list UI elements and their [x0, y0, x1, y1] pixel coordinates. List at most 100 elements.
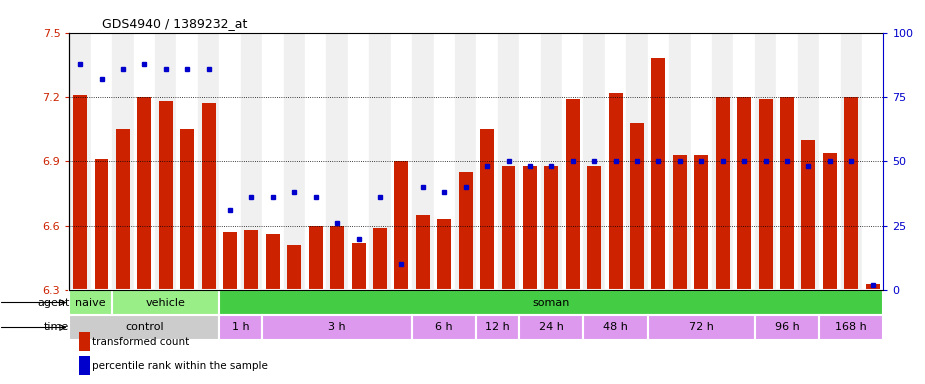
- Bar: [862, 33, 883, 290]
- Bar: [801, 140, 815, 290]
- Text: 48 h: 48 h: [603, 323, 628, 333]
- Bar: [416, 215, 430, 290]
- Text: vehicle: vehicle: [146, 298, 186, 308]
- Bar: [587, 166, 601, 290]
- Bar: [69, 290, 112, 315]
- Bar: [823, 153, 837, 290]
- Bar: [605, 33, 626, 290]
- Text: 96 h: 96 h: [774, 323, 799, 333]
- Bar: [73, 95, 87, 290]
- Bar: [352, 243, 365, 290]
- Bar: [476, 33, 498, 290]
- Text: GDS4940 / 1389232_at: GDS4940 / 1389232_at: [102, 17, 247, 30]
- Bar: [177, 33, 198, 290]
- Bar: [648, 315, 755, 340]
- Bar: [609, 93, 623, 290]
- Bar: [373, 228, 387, 290]
- Bar: [288, 245, 302, 290]
- Bar: [480, 129, 494, 290]
- Bar: [737, 97, 751, 290]
- Bar: [776, 33, 797, 290]
- Bar: [133, 33, 155, 290]
- Bar: [413, 315, 476, 340]
- Bar: [630, 123, 644, 290]
- Bar: [755, 315, 820, 340]
- Bar: [240, 33, 262, 290]
- Bar: [138, 97, 152, 290]
- Bar: [202, 103, 216, 290]
- Bar: [523, 166, 536, 290]
- Bar: [651, 58, 665, 290]
- Bar: [566, 99, 580, 290]
- Bar: [69, 315, 219, 340]
- Bar: [691, 33, 712, 290]
- Text: 24 h: 24 h: [539, 323, 563, 333]
- Bar: [94, 159, 108, 290]
- Bar: [716, 97, 730, 290]
- Bar: [394, 161, 408, 290]
- Bar: [219, 290, 883, 315]
- Bar: [262, 33, 284, 290]
- Bar: [116, 129, 130, 290]
- Bar: [73, 95, 87, 290]
- Bar: [737, 97, 751, 290]
- Bar: [866, 283, 880, 290]
- Text: 1 h: 1 h: [232, 323, 250, 333]
- Text: agent: agent: [37, 298, 69, 308]
- Text: time: time: [44, 323, 69, 333]
- Bar: [198, 33, 219, 290]
- Bar: [112, 33, 133, 290]
- Bar: [369, 33, 390, 290]
- Bar: [780, 97, 794, 290]
- Bar: [501, 166, 515, 290]
- Bar: [159, 101, 173, 290]
- Bar: [797, 33, 820, 290]
- Text: 6 h: 6 h: [436, 323, 453, 333]
- Bar: [373, 228, 387, 290]
- Bar: [138, 97, 152, 290]
- Bar: [284, 33, 305, 290]
- Bar: [434, 33, 455, 290]
- Bar: [672, 155, 687, 290]
- Bar: [845, 97, 858, 290]
- Bar: [455, 33, 476, 290]
- Bar: [820, 315, 883, 340]
- Bar: [244, 230, 258, 290]
- Bar: [330, 226, 344, 290]
- Text: soman: soman: [533, 298, 570, 308]
- Bar: [416, 215, 430, 290]
- Bar: [584, 315, 647, 340]
- Bar: [91, 33, 112, 290]
- Bar: [519, 315, 584, 340]
- Bar: [630, 123, 644, 290]
- Bar: [566, 99, 580, 290]
- Bar: [780, 97, 794, 290]
- Bar: [219, 315, 262, 340]
- Bar: [695, 155, 709, 290]
- Bar: [438, 219, 451, 290]
- Bar: [609, 93, 623, 290]
- Bar: [116, 129, 130, 290]
- Bar: [309, 226, 323, 290]
- Bar: [202, 103, 216, 290]
- Bar: [648, 33, 669, 290]
- Bar: [866, 283, 880, 290]
- Bar: [223, 232, 237, 290]
- Bar: [755, 33, 776, 290]
- Bar: [501, 166, 515, 290]
- Bar: [841, 33, 862, 290]
- Bar: [288, 245, 302, 290]
- Text: transformed count: transformed count: [92, 337, 190, 347]
- Text: control: control: [125, 323, 164, 333]
- Bar: [309, 226, 323, 290]
- Bar: [820, 33, 841, 290]
- Bar: [669, 33, 691, 290]
- Bar: [390, 33, 413, 290]
- Bar: [330, 226, 344, 290]
- Bar: [801, 140, 815, 290]
- Bar: [459, 172, 473, 290]
- Bar: [459, 172, 473, 290]
- Bar: [695, 155, 709, 290]
- Bar: [223, 232, 237, 290]
- Bar: [758, 99, 772, 290]
